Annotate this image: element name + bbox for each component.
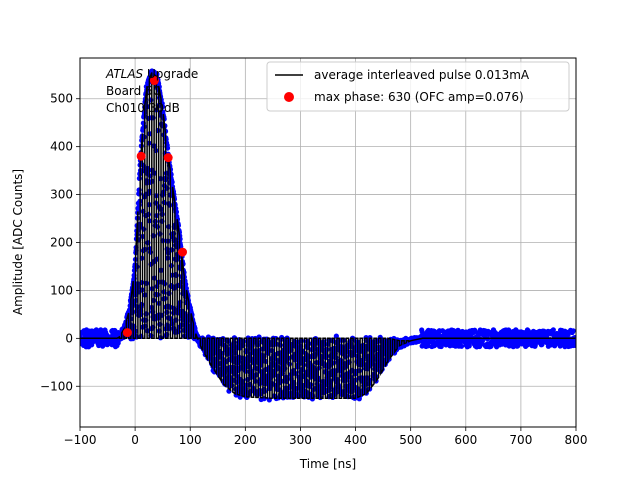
legend-marker-swatch (284, 92, 294, 102)
y-tick-label-4: 300 (50, 188, 73, 202)
x-tick-label-6: 500 (399, 433, 422, 447)
max-phase-point-0 (122, 328, 132, 338)
annotation-block: ATLAS Upgrade Board 60 Ch010 30dB (105, 67, 198, 115)
x-axis-label: Time [ns] (299, 457, 356, 471)
annotation-line-2: Board 60 (106, 84, 160, 98)
annotation-line-3: Ch010 30dB (106, 101, 180, 115)
max-phase-point-2 (149, 76, 159, 86)
blue-point-2135 (572, 342, 576, 348)
blue-point-1914 (506, 327, 512, 333)
y-tick-label-0: −100 (40, 379, 73, 393)
blue-point-2201 (136, 175, 143, 182)
y-tick-label-5: 400 (50, 140, 73, 154)
x-tick-label-2: 100 (179, 433, 202, 447)
y-tick-label-2: 100 (50, 283, 73, 297)
x-tick-label-8: 700 (509, 433, 532, 447)
x-tick-label-1: 0 (131, 433, 139, 447)
x-tick-label-9: 800 (565, 433, 588, 447)
blue-point-1758 (458, 343, 465, 349)
blue-point-2297 (168, 171, 174, 178)
legend-label-average: average interleaved pulse 0.013mA (314, 68, 530, 82)
legend: average interleaved pulse 0.013mA max ph… (266, 61, 570, 112)
annotation-atlas: ATLAS (105, 67, 144, 81)
max-phase-point-3 (163, 153, 173, 163)
x-tick-label-3: 200 (234, 433, 257, 447)
annotation-line-1: ATLAS Upgrade (105, 67, 198, 81)
blue-point-2129 (570, 328, 576, 334)
blue-point-2110 (565, 332, 571, 338)
x-tick-label-7: 600 (454, 433, 477, 447)
blue-point-1205 (333, 333, 339, 339)
plot-area (80, 68, 576, 403)
x-tick-label-0: −100 (64, 433, 97, 447)
legend-label-max-phase: max phase: 630 (OFC amp=0.076) (314, 90, 524, 104)
y-tick-label-3: 200 (50, 236, 73, 250)
y-tick-label-6: 500 (50, 92, 73, 106)
x-tick-label-5: 400 (344, 433, 367, 447)
max-phase-point-1 (136, 151, 146, 161)
max-phase-point-4 (178, 247, 188, 257)
blue-point-2062 (550, 327, 556, 333)
annotation-upgrade: Upgrade (143, 67, 198, 81)
tick-marks: −100 0 100 200 300 400 500 600 700 800 −100 0 100 200… (40, 92, 587, 447)
y-axis-label: Amplitude [ADC Counts] (11, 169, 25, 315)
blue-point-2197 (135, 205, 141, 212)
y-tick-label-1: 0 (65, 331, 73, 345)
blue-point-1785 (466, 343, 472, 349)
average-interleaved-pulse-line (80, 72, 576, 399)
x-tick-label-4: 300 (289, 433, 312, 447)
legend-frame (266, 61, 570, 112)
